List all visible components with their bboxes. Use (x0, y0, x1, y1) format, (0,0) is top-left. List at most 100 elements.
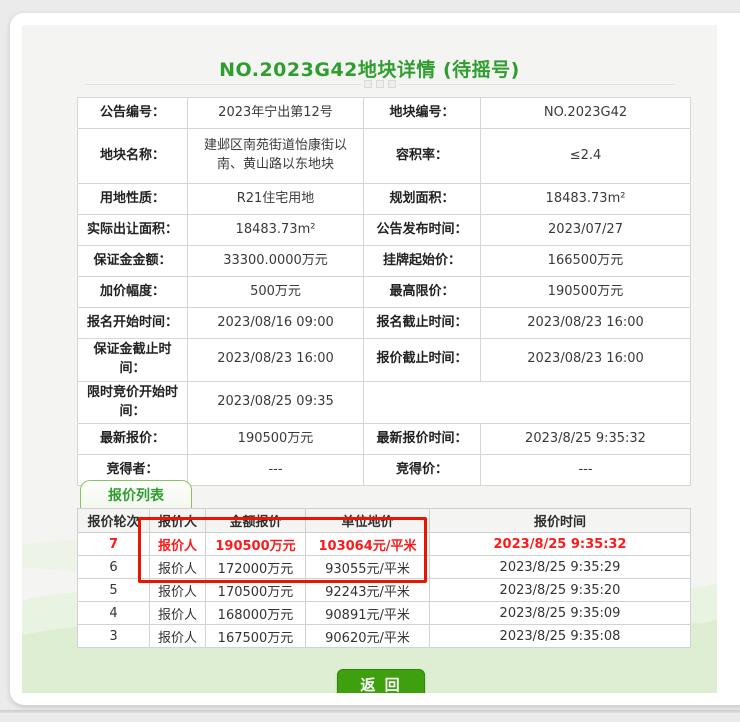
detail-row: 实际出让面积： 18483.73m² 公告发布时间： 2023/07/27 (77, 214, 691, 246)
detail-label-cell: 最新报价时间： (363, 423, 481, 456)
detail-row: 公告编号： 2023年宁出第12号 地块编号： NO.2023G42 (77, 97, 691, 129)
detail-row: 保证金截止时间： 2023/08/23 16:00 报价截止时间： 2023/08/2… (77, 338, 691, 382)
bid-row: 5 报价人 170500万元 92243元/平米 2023/8/25 9:35:20 (77, 578, 691, 602)
detail-value-cell: 33300.0000万元 (187, 245, 364, 277)
bid-cell: 3 (77, 624, 150, 648)
tab-bid-list[interactable]: 报价列表 (80, 480, 192, 509)
bid-cell: 168000万元 (205, 601, 306, 625)
bid-cell: 报价人 (149, 624, 206, 648)
detail-label-cell: 规划面积： (363, 183, 481, 215)
detail-label-cell: 竞得价： (363, 454, 481, 487)
bid-cell: 4 (77, 601, 150, 625)
bid-cell: 170500万元 (205, 578, 306, 602)
detail-row: 保证金金额： 33300.0000万元 挂牌起始价： 166500万元 (77, 245, 691, 277)
detail-label-cell: 报名截止时间： (363, 307, 481, 339)
detail-value-cell: 2023年宁出第12号 (187, 97, 364, 129)
detail-value-cell: 2023/08/23 16:00 (187, 338, 364, 382)
divider-square-icon (376, 80, 384, 88)
bid-cell: 103064元/平米 (305, 532, 430, 556)
detail-row: 加价幅度： 500万元 最高限价： 190500万元 (77, 276, 691, 308)
detail-value-cell: 建邺区南苑街道怡康街以南、黄山路以东地块 (187, 128, 364, 184)
detail-label-cell: 限时竞价开始时间： (77, 380, 188, 425)
bid-cell: 172000万元 (205, 555, 306, 579)
bid-table-body: 7 报价人 190500万元 103064元/平米 2023/8/25 9:35:32 6… (77, 532, 691, 648)
divider-line (85, 83, 362, 85)
content-card: NO.2023G42地块详情 (待摇号) 公告编号： 2023年宁出第12号 地块编… (10, 13, 740, 705)
bid-cell: 92243元/平米 (305, 578, 430, 602)
detail-label-cell: 挂牌起始价： (363, 245, 481, 277)
bid-cell: 报价人 (149, 532, 206, 556)
detail-label-cell: 容积率： (363, 128, 481, 184)
bid-cell: 2023/8/25 9:35:20 (429, 578, 691, 602)
bid-cell: 190500万元 (205, 532, 306, 556)
bid-cell: 5 (77, 578, 150, 602)
detail-value-cell: 18483.73m² (480, 183, 691, 215)
detail-label-cell: 地块编号： (363, 97, 481, 129)
content-panel: NO.2023G42地块详情 (待摇号) 公告编号： 2023年宁出第12号 地块编… (22, 25, 717, 693)
detail-label-cell: 地块名称： (77, 128, 188, 184)
bid-header-cell: 报价轮次 (77, 508, 150, 533)
bid-cell: 报价人 (149, 601, 206, 625)
detail-value-cell: R21住宅用地 (187, 183, 364, 215)
divider-square-icon (388, 80, 396, 88)
detail-value-cell: NO.2023G42 (480, 97, 691, 129)
detail-label-cell: 报价截止时间： (363, 338, 481, 382)
bid-header-cell: 报价时间 (429, 508, 691, 533)
bid-cell: 6 (77, 555, 150, 579)
bid-row: 6 报价人 172000万元 93055元/平米 2023/8/25 9:35:29 (77, 555, 691, 579)
detail-label-cell: 最高限价： (363, 276, 481, 308)
detail-row: 地块名称： 建邺区南苑街道怡康街以南、黄山路以东地块 容积率： ≤2.4 (77, 128, 691, 184)
detail-value-cell: 500万元 (187, 276, 364, 308)
detail-value-cell: ≤2.4 (480, 128, 691, 184)
plot-detail-table: 公告编号： 2023年宁出第12号 地块编号： NO.2023G42 地块名称： 建邺区南… (77, 97, 691, 487)
detail-value-cell (363, 380, 691, 425)
detail-row: 最新报价： 190500万元 最新报价时间： 2023/8/25 9:35:32 (77, 423, 691, 456)
detail-value-cell: 2023/08/23 16:00 (480, 338, 691, 382)
detail-value-cell: 190500万元 (187, 423, 364, 456)
detail-value-cell: --- (480, 454, 691, 487)
bid-cell: 报价人 (149, 555, 206, 579)
tab-bid-list-label: 报价列表 (108, 488, 164, 504)
detail-value-cell: 190500万元 (480, 276, 691, 308)
detail-value-cell: 2023/8/25 9:35:32 (480, 423, 691, 456)
bid-row: 4 报价人 168000万元 90891元/平米 2023/8/25 9:35:09 (77, 601, 691, 625)
detail-label-cell: 加价幅度： (77, 276, 188, 308)
bid-header-row: 报价轮次 报价人 金额报价 单位地价 报价时间 (77, 508, 691, 533)
bid-cell: 2023/8/25 9:35:09 (429, 601, 691, 625)
bid-header-cell: 单位地价 (305, 508, 430, 533)
detail-label-cell: 保证金截止时间： (77, 338, 188, 382)
detail-label-cell: 公告编号： (77, 97, 188, 129)
detail-value-cell: 2023/08/25 09:35 (187, 380, 364, 425)
bid-cell: 93055元/平米 (305, 555, 430, 579)
detail-label-cell: 最新报价： (77, 423, 188, 456)
bid-list-table: 报价轮次 报价人 金额报价 单位地价 报价时间 7 报价人 190500万元 103064元/… (77, 508, 691, 648)
bid-row: 3 报价人 167500万元 90620元/平米 2023/8/25 9:35:08 (77, 624, 691, 648)
bid-cell: 2023/8/25 9:35:29 (429, 555, 691, 579)
detail-label-cell: 用地性质： (77, 183, 188, 215)
detail-value-cell: 2023/07/27 (480, 214, 691, 246)
detail-label-cell: 保证金金额： (77, 245, 188, 277)
detail-row: 限时竞价开始时间： 2023/08/25 09:35 (77, 380, 691, 425)
page-title: NO.2023G42地块详情 (待摇号) (219, 59, 520, 81)
detail-value-cell: 18483.73m² (187, 214, 364, 246)
detail-value-cell: 2023/08/16 09:00 (187, 307, 364, 339)
detail-value-cell: 2023/08/23 16:00 (480, 307, 691, 339)
bid-row: 7 报价人 190500万元 103064元/平米 2023/8/25 9:35:32 (77, 532, 691, 556)
back-button[interactable]: 返 回 (337, 669, 425, 693)
detail-table-body: 公告编号： 2023年宁出第12号 地块编号： NO.2023G42 地块名称： 建邺区南… (77, 97, 691, 487)
detail-row: 用地性质： R21住宅用地 规划面积： 18483.73m² (77, 183, 691, 215)
bid-cell: 90891元/平米 (305, 601, 430, 625)
bid-header-cell: 报价人 (149, 508, 206, 533)
detail-label-cell: 实际出让面积： (77, 214, 188, 246)
bid-table-head: 报价轮次 报价人 金额报价 单位地价 报价时间 (77, 508, 691, 533)
back-button-label: 返 回 (360, 675, 402, 694)
title-divider (85, 77, 675, 91)
detail-row: 竞得者： --- 竞得价： --- (77, 454, 691, 487)
divider-square-icon (364, 80, 372, 88)
bid-cell: 167500万元 (205, 624, 306, 648)
bid-cell: 2023/8/25 9:35:08 (429, 624, 691, 648)
detail-value-cell: --- (187, 454, 364, 487)
detail-label-cell: 公告发布时间： (363, 214, 481, 246)
divider-line (398, 83, 675, 85)
